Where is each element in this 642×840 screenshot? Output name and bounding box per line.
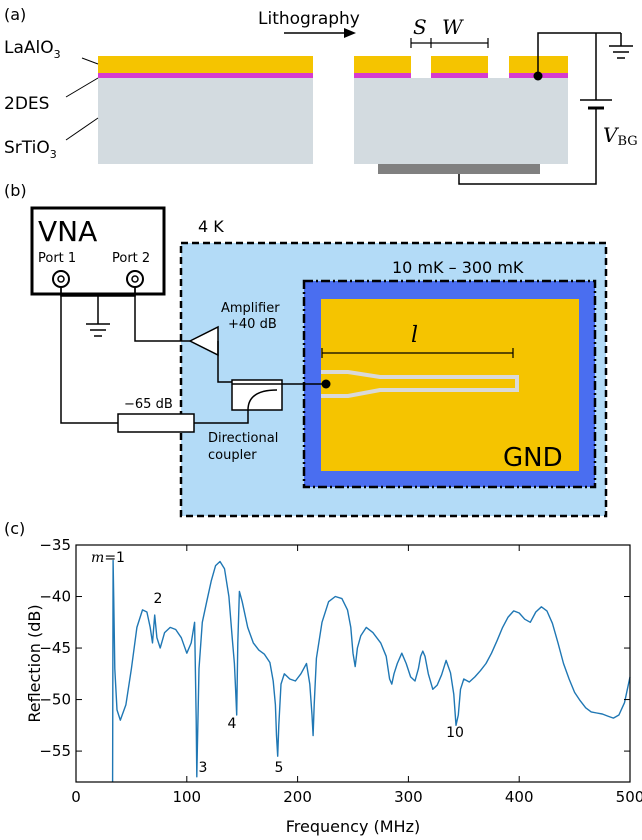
twodes-layer-left [98, 73, 313, 78]
temp-outer-label: 4 K [198, 217, 224, 236]
srtio3-label: SrTiO3 [4, 138, 57, 161]
y-tick-label: −45 [39, 639, 71, 657]
attenuator-label: −65 dB [124, 397, 173, 412]
gate-wire-top [537, 32, 621, 76]
laalo3-pointer [81, 57, 99, 65]
length-symbol: l [411, 323, 418, 348]
port2-label: Port 2 [112, 251, 150, 266]
peak-label-3: 3 [199, 760, 208, 776]
width-symbol: W [442, 15, 464, 39]
temp-inner-label: 10 mK – 300 mK [392, 258, 524, 277]
attenuator-symbol [117, 413, 195, 433]
backgate-electrode [378, 164, 540, 174]
y-tick-label: −35 [39, 536, 71, 554]
x-tick-label: 300 [394, 788, 423, 806]
twodes-label: 2DES [4, 94, 49, 114]
twodes-strip-2 [431, 73, 488, 78]
twodes-strip-1 [354, 73, 411, 78]
lithography-arrow-head [344, 28, 356, 38]
laalo3-strip-1 [354, 56, 411, 73]
y-tick-label: −55 [39, 742, 71, 760]
ground-label: GND [503, 443, 563, 473]
coupler-label-2: coupler [208, 448, 257, 463]
chip-contact-dot [321, 379, 331, 389]
peak-label-5: 5 [275, 760, 284, 776]
x-tick-label: 100 [172, 788, 201, 806]
srtio3-substrate-left [98, 78, 313, 164]
srtio3-substrate-right [354, 78, 568, 164]
wire-port2 [134, 287, 190, 342]
reflection-series-line [111, 559, 631, 783]
peak-label-2: 2 [154, 591, 163, 607]
directional-coupler [231, 379, 283, 411]
gate-wire-bottom [458, 108, 597, 185]
x-tick-label: 400 [505, 788, 534, 806]
y-axis-label: Reflection (dB) [25, 604, 44, 722]
srtio3-pointer [65, 117, 99, 141]
twodes-pointer [65, 77, 99, 98]
lithography-label: Lithography [258, 9, 360, 29]
peak-label-10: 10 [446, 725, 464, 741]
amplifier-label: Amplifier [221, 301, 280, 316]
cpw-resonator [321, 370, 519, 398]
peak-label-m1: m=1 [91, 550, 125, 566]
voltage-label: VBG [603, 123, 638, 149]
plot-frame [75, 544, 631, 783]
coupler-label: Directional [208, 431, 278, 446]
y-tick-label: −50 [39, 691, 71, 709]
peak-label-4: 4 [228, 716, 237, 732]
y-tick-label: −40 [39, 588, 71, 606]
panel-c-label: (c) [4, 519, 25, 538]
x-tick-label: 0 [71, 788, 81, 806]
x-axis-label: Frequency (MHz) [286, 817, 420, 836]
chip-ground-plane [321, 299, 579, 471]
x-tick-label: 200 [283, 788, 312, 806]
reflection-chart: 0 100 200 300 400 500 −55 −50 −45 −40 −35 Frequency… [25, 536, 642, 836]
wire-port1 [60, 287, 118, 424]
laalo3-layer-left [98, 56, 313, 73]
gap-symbol: S [413, 15, 427, 39]
port1-label: Port 1 [38, 251, 76, 266]
vna-label: VNA [38, 215, 97, 248]
laalo3-strip-2 [431, 56, 488, 73]
panel-a-label: (a) [4, 5, 26, 24]
x-tick-label: 500 [616, 788, 642, 806]
amplifier-gain-label: +40 dB [228, 317, 277, 332]
laalo3-label: LaAlO3 [4, 38, 61, 61]
panel-b-label: (b) [4, 181, 27, 200]
